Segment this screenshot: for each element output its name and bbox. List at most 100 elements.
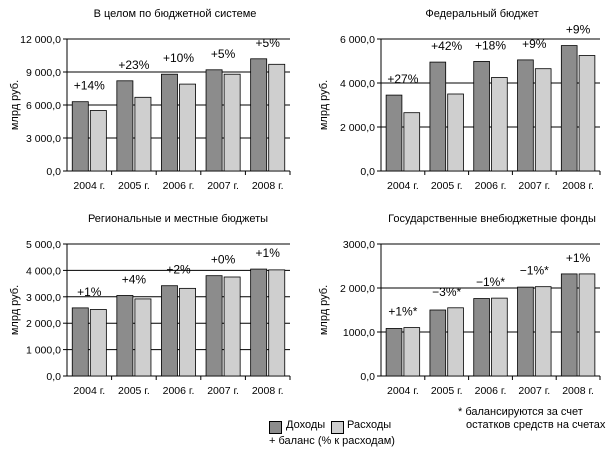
balance-label: +5% [256,36,281,50]
x-tick-label: 2008 г. [252,180,284,192]
y-tick-label: 3 000,0 [26,292,61,304]
legend-swatch-income [269,421,282,434]
legend-swatch-expense [331,421,344,434]
bar-income [71,307,89,377]
bar-expense [491,77,508,172]
balance-label: +1% [256,246,281,260]
bar-income [250,58,268,172]
bar-expense [134,96,152,172]
chart-title: В целом по бюджетной системе [94,8,257,20]
bar-income [429,309,447,377]
bar-income [385,328,403,377]
bar-income [71,101,89,172]
bar-expense [134,298,152,377]
legend-label-income: Доходы [286,419,326,431]
y-tick-label: 0,0 [46,371,61,383]
y-tick-label: 1 000,0 [26,345,61,357]
balance-label: +42% [431,39,462,53]
y-tick-label: 6 000,0 [26,100,61,112]
y-tick-label: 12 000,0 [20,34,61,46]
balance-label: +23% [118,58,149,72]
x-tick-label: 2007 г. [207,180,239,192]
x-tick-label: 2005 г. [431,180,463,192]
y-tick-label: 0,0 [46,166,61,178]
balance-label: +18% [475,38,506,52]
x-tick-label: 2004 г. [387,180,419,192]
bar-expense [223,73,241,172]
x-tick-label: 2007 г. [518,385,550,397]
y-tick-label: 2 000,0 [26,318,61,330]
footnote: * балансируются за счет остатков средств… [458,406,608,432]
y-tick-label: 0,0 [360,166,375,178]
balance-label: +27% [387,72,418,86]
y-axis-label: млрд руб. [9,285,21,335]
x-tick-label: 2004 г. [73,385,105,397]
bar-income [161,73,178,172]
chart-title: Государственные внебюджетные фонды [388,213,596,225]
bar-income [385,94,403,172]
balance-label: +1% [566,251,591,265]
chart-panel-4: Государственные внебюджетные фонды млрд р… [318,213,601,397]
bar-income [473,61,490,172]
balance-label: +1% [77,285,102,299]
x-tick-label: 2008 г. [562,180,594,192]
balance-label: +9% [566,23,591,37]
bar-income [205,69,223,172]
x-tick-label: 2006 г. [475,385,507,397]
bar-income [473,298,490,377]
y-tick-label: 9 000,0 [26,67,61,79]
bar-expense [534,286,552,377]
x-tick-label: 2008 г. [562,385,594,397]
balance-label: +0% [211,253,236,267]
balance-label: +10% [163,51,194,65]
bar-income [560,273,578,377]
y-axis-label: млрд руб. [9,80,21,130]
bar-expense [578,55,596,172]
balance-label: +2% [166,263,191,277]
x-tick-label: 2007 г. [518,180,550,192]
x-tick-label: 2007 г. [207,385,239,397]
bar-income [560,45,578,172]
legend-label-expense: Расходы [347,419,392,431]
y-tick-label: 0,0 [360,371,375,383]
footnote-line-1: * балансируются за счет [458,406,583,418]
legend: Доходы Расходы + баланс (% к расходам) [265,418,425,452]
x-tick-label: 2006 г. [163,385,195,397]
y-tick-label: 3 000,0 [26,133,61,145]
bar-income [205,275,223,377]
bar-expense [447,307,464,377]
balance-label: −1%* [476,275,505,289]
y-tick-label: 2 000,0 [340,122,375,134]
bar-expense [89,110,107,172]
chart-title: Федеральный бюджет [425,8,538,20]
bar-expense [403,112,421,172]
chart-panel-2: Федеральный бюджет млрд руб. 0,0 2 000,0 4 0… [318,8,601,192]
footnote-line-2: остатков средств на счетах [466,419,606,431]
bar-expense [491,297,508,377]
balance-label: +5% [211,47,236,61]
x-tick-label: 2006 г. [163,180,195,192]
x-tick-label: 2005 г. [431,385,463,397]
bar-income [429,61,447,172]
x-tick-label: 2005 г. [118,385,150,397]
balance-label: +9% [522,37,547,51]
bar-income [250,268,268,377]
y-axis-label: млрд руб. [318,80,330,130]
y-tick-label: 6 000,0 [340,34,375,46]
y-axis-label: млрд руб. [318,285,330,335]
chart-title: Региональные и местные бюджеты [88,213,268,225]
x-tick-label: 2006 г. [475,180,507,192]
bar-income [116,80,134,172]
chart-panel-3: Региональные и местные бюджеты млрд руб. 0… [9,213,291,397]
bar-income [116,295,134,377]
bar-income [161,285,178,377]
bar-expense [268,63,286,172]
x-tick-label: 2004 г. [73,180,105,192]
y-tick-label: 2 000,0 [340,283,375,295]
bar-expense [268,269,286,377]
y-tick-label: 4 000,0 [340,78,375,90]
bar-expense [578,273,596,377]
bar-expense [179,287,196,377]
